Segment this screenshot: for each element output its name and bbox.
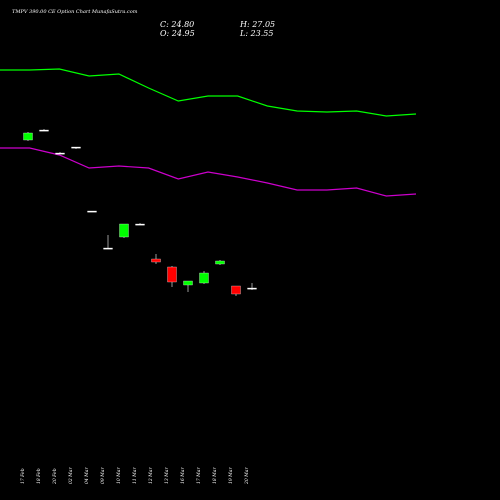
candle-body bbox=[55, 152, 65, 155]
close-price-label: C: 24.80 bbox=[160, 20, 194, 29]
indicator-line-1 bbox=[0, 68, 417, 117]
x-tick-label: 13 Mar bbox=[164, 467, 170, 484]
indicator-line-2 bbox=[0, 147, 417, 197]
x-tick-label: 16 Mar bbox=[180, 467, 186, 484]
candle-body bbox=[215, 260, 225, 265]
candle-body bbox=[103, 247, 113, 250]
x-tick-label: 11 Mar bbox=[132, 467, 138, 484]
x-tick-label: 20 Mar bbox=[244, 467, 250, 485]
x-tick-label: 17 Feb bbox=[20, 468, 26, 484]
x-axis-ticks: 17 Feb 18 Feb 20 Feb 02 Mar 04 Mar 09 Mar 10 M… bbox=[20, 467, 250, 485]
x-tick-label: 20 Feb bbox=[52, 468, 58, 485]
x-tick-label: 18 Feb bbox=[36, 468, 42, 484]
x-tick-label: 18 Mar bbox=[212, 467, 218, 484]
x-tick-label: 09 Mar bbox=[100, 467, 106, 484]
x-tick-label: 10 Mar bbox=[116, 467, 122, 484]
candle-body bbox=[87, 210, 97, 213]
open-price-label: O: 24.95 bbox=[160, 29, 195, 38]
x-tick-label: 17 Mar bbox=[196, 467, 202, 484]
x-tick-label: 02 Mar bbox=[68, 467, 74, 484]
x-tick-label: 04 Mar bbox=[84, 467, 90, 484]
candle-body bbox=[231, 285, 241, 295]
candles bbox=[23, 129, 257, 296]
candle-body bbox=[135, 223, 145, 226]
candle-body bbox=[39, 129, 49, 132]
candle-body bbox=[199, 272, 209, 284]
candle-body bbox=[119, 223, 129, 238]
low-price-label: L: 23.55 bbox=[239, 29, 273, 38]
chart-title: TMPV 390.00 CE Option Chart MunafaSutra.… bbox=[12, 9, 138, 15]
candle-body bbox=[167, 266, 177, 283]
candle-body bbox=[71, 146, 81, 149]
indicator-lines bbox=[0, 68, 417, 197]
high-price-label: H: 27.05 bbox=[239, 20, 275, 29]
candle-body bbox=[247, 287, 257, 290]
candle-body bbox=[151, 258, 161, 263]
x-tick-label: 19 Mar bbox=[228, 467, 234, 484]
candle-body bbox=[23, 132, 33, 141]
candle-body bbox=[183, 280, 193, 286]
x-tick-label: 12 Mar bbox=[148, 467, 154, 484]
